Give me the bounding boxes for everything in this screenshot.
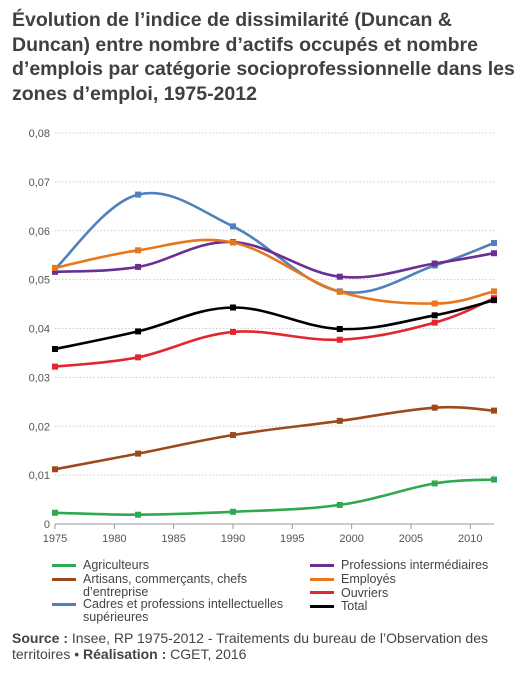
series-line (52, 295, 497, 370)
data-point (52, 264, 58, 271)
source-text: Insee, RP 1975-2012 - Traitements du bur… (12, 630, 489, 662)
series-path (53, 238, 496, 305)
data-point (52, 509, 58, 516)
x-tick-label: 1985 (161, 533, 185, 545)
legend-swatch (310, 604, 334, 608)
legend-swatch (310, 577, 334, 581)
data-point (491, 288, 497, 295)
data-point (52, 268, 58, 275)
legend-swatch (52, 577, 76, 581)
data-point (135, 511, 142, 518)
y-tick-label: 0,03 (29, 372, 50, 384)
data-point (229, 304, 236, 311)
data-point (431, 319, 438, 326)
data-point (491, 239, 497, 246)
data-point (431, 300, 438, 307)
realisation-text: CGET, 2016 (166, 646, 247, 662)
series-path (53, 478, 496, 517)
legend-label: Total (341, 599, 368, 613)
data-point (135, 263, 142, 270)
y-tick-label: 0,01 (29, 470, 50, 482)
series-line (52, 297, 497, 353)
y-tick-label: 0 (44, 519, 50, 531)
data-point (135, 328, 142, 335)
legend-item: Employés (310, 573, 396, 586)
legend-item: Ouvriers (310, 585, 389, 600)
legend-item: Professions intermédiaires (310, 559, 488, 572)
data-point (135, 354, 142, 361)
legend-swatch (310, 591, 334, 594)
series-path (53, 296, 496, 368)
data-point (52, 346, 58, 353)
data-point (52, 466, 58, 473)
series-line (52, 404, 497, 473)
data-point (431, 312, 438, 319)
data-point (491, 407, 497, 414)
series-line (52, 238, 497, 307)
legend-swatch (52, 602, 76, 606)
data-point (491, 297, 497, 304)
y-tick-label: 0,04 (29, 324, 50, 336)
legend-item: Artisans, commerçants, chefs d’entrepris… (52, 573, 247, 598)
chart-title: Évolution de l’indice de dissimilarité (… (12, 9, 515, 105)
data-point (431, 404, 438, 411)
x-tick-label: 2005 (399, 533, 423, 545)
x-tick-label: 1980 (102, 533, 126, 545)
series-line (52, 476, 497, 518)
x-tick-label: 1995 (280, 533, 304, 545)
data-point (229, 432, 236, 439)
series-path (53, 191, 496, 294)
legend-label: Employés (341, 572, 396, 586)
legend-item: Cadres et professions intellectuelles su… (52, 598, 283, 623)
data-point (491, 250, 497, 257)
x-tick-label: 2010 (458, 533, 482, 545)
legend-item: Agriculteurs (52, 559, 149, 572)
data-point (336, 273, 343, 280)
x-tick-label: 2000 (339, 533, 363, 545)
series-path (53, 405, 496, 471)
data-point (135, 247, 142, 254)
data-point (336, 325, 343, 332)
legend-item: Total (310, 600, 367, 613)
y-tick-label: 0,05 (29, 275, 50, 287)
data-point (229, 223, 236, 230)
data-point (336, 417, 343, 424)
data-point (491, 476, 497, 483)
data-point (336, 501, 343, 508)
y-tick-label: 0,08 (29, 128, 50, 140)
y-tick-label: 0,07 (29, 177, 50, 189)
data-point (52, 363, 58, 370)
legend-label: Cadres et professions intellectuelles su… (83, 597, 284, 624)
legend-label: Agriculteurs (83, 558, 149, 572)
source-label: Source : (12, 630, 69, 646)
series-line (52, 191, 497, 295)
legend-label: Professions intermédiaires (341, 558, 489, 572)
x-tick-label: 1975 (43, 533, 67, 545)
legend-label: Ouvriers (341, 585, 389, 600)
data-point (229, 328, 236, 335)
data-point (431, 260, 438, 267)
chart-plot: 0 0,01 0,02 0,03 0,04 0,05 0,06 0,07 0,08 1975 198… (29, 128, 497, 545)
data-point (229, 508, 236, 515)
data-point (229, 239, 236, 246)
legend-swatch (52, 563, 76, 567)
source-note: Source : Insee, RP 1975-2012 - Traitemen… (12, 630, 517, 662)
legend-swatch (310, 563, 334, 567)
realisation-label: Réalisation : (83, 646, 167, 662)
y-tick-label: 0,06 (29, 226, 50, 238)
legend-label: Artisans, commerçants, chefs d’entrepris… (83, 572, 247, 599)
data-point (431, 480, 438, 487)
data-point (336, 288, 343, 295)
data-point (135, 450, 142, 457)
data-point (135, 191, 142, 198)
y-tick-label: 0,02 (29, 421, 50, 433)
data-point (336, 336, 343, 343)
x-tick-label: 1990 (221, 533, 245, 545)
